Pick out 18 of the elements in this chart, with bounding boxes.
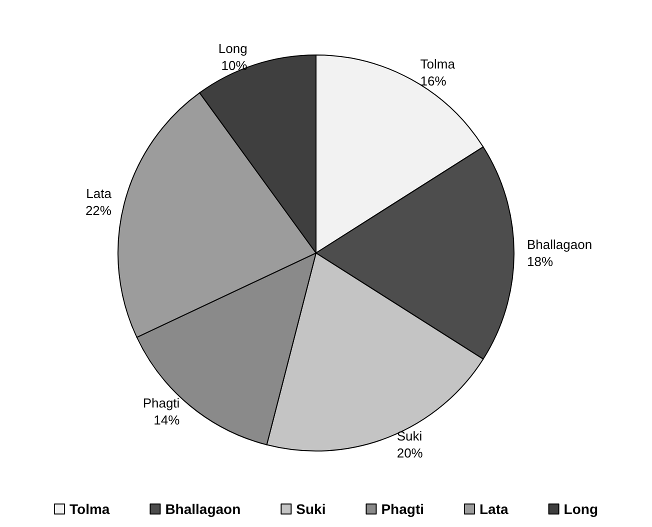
data-label: 22% [85, 202, 112, 218]
legend-label: Lata [480, 501, 508, 517]
data-label: 18% [527, 254, 554, 269]
legend-label: Tolma [70, 501, 110, 517]
data-label: 16% [420, 73, 447, 88]
slice-label: Tolma [420, 56, 456, 72]
legend-label: Long [564, 501, 598, 517]
data-label: 20% [396, 446, 424, 461]
slice-label: Phagti [142, 396, 180, 411]
data-label: 10% [221, 58, 248, 74]
slice-label: Suki [396, 428, 422, 444]
slice-label: Long [218, 41, 248, 56]
legend-label: Phagti [381, 501, 424, 517]
slice-label: Lata [86, 186, 112, 201]
data-label: 14% [154, 412, 180, 428]
legend-label: Bhallagaon [165, 501, 241, 517]
slice-label: Bhallagaon [527, 237, 592, 252]
legend-label: Suki [296, 501, 326, 517]
